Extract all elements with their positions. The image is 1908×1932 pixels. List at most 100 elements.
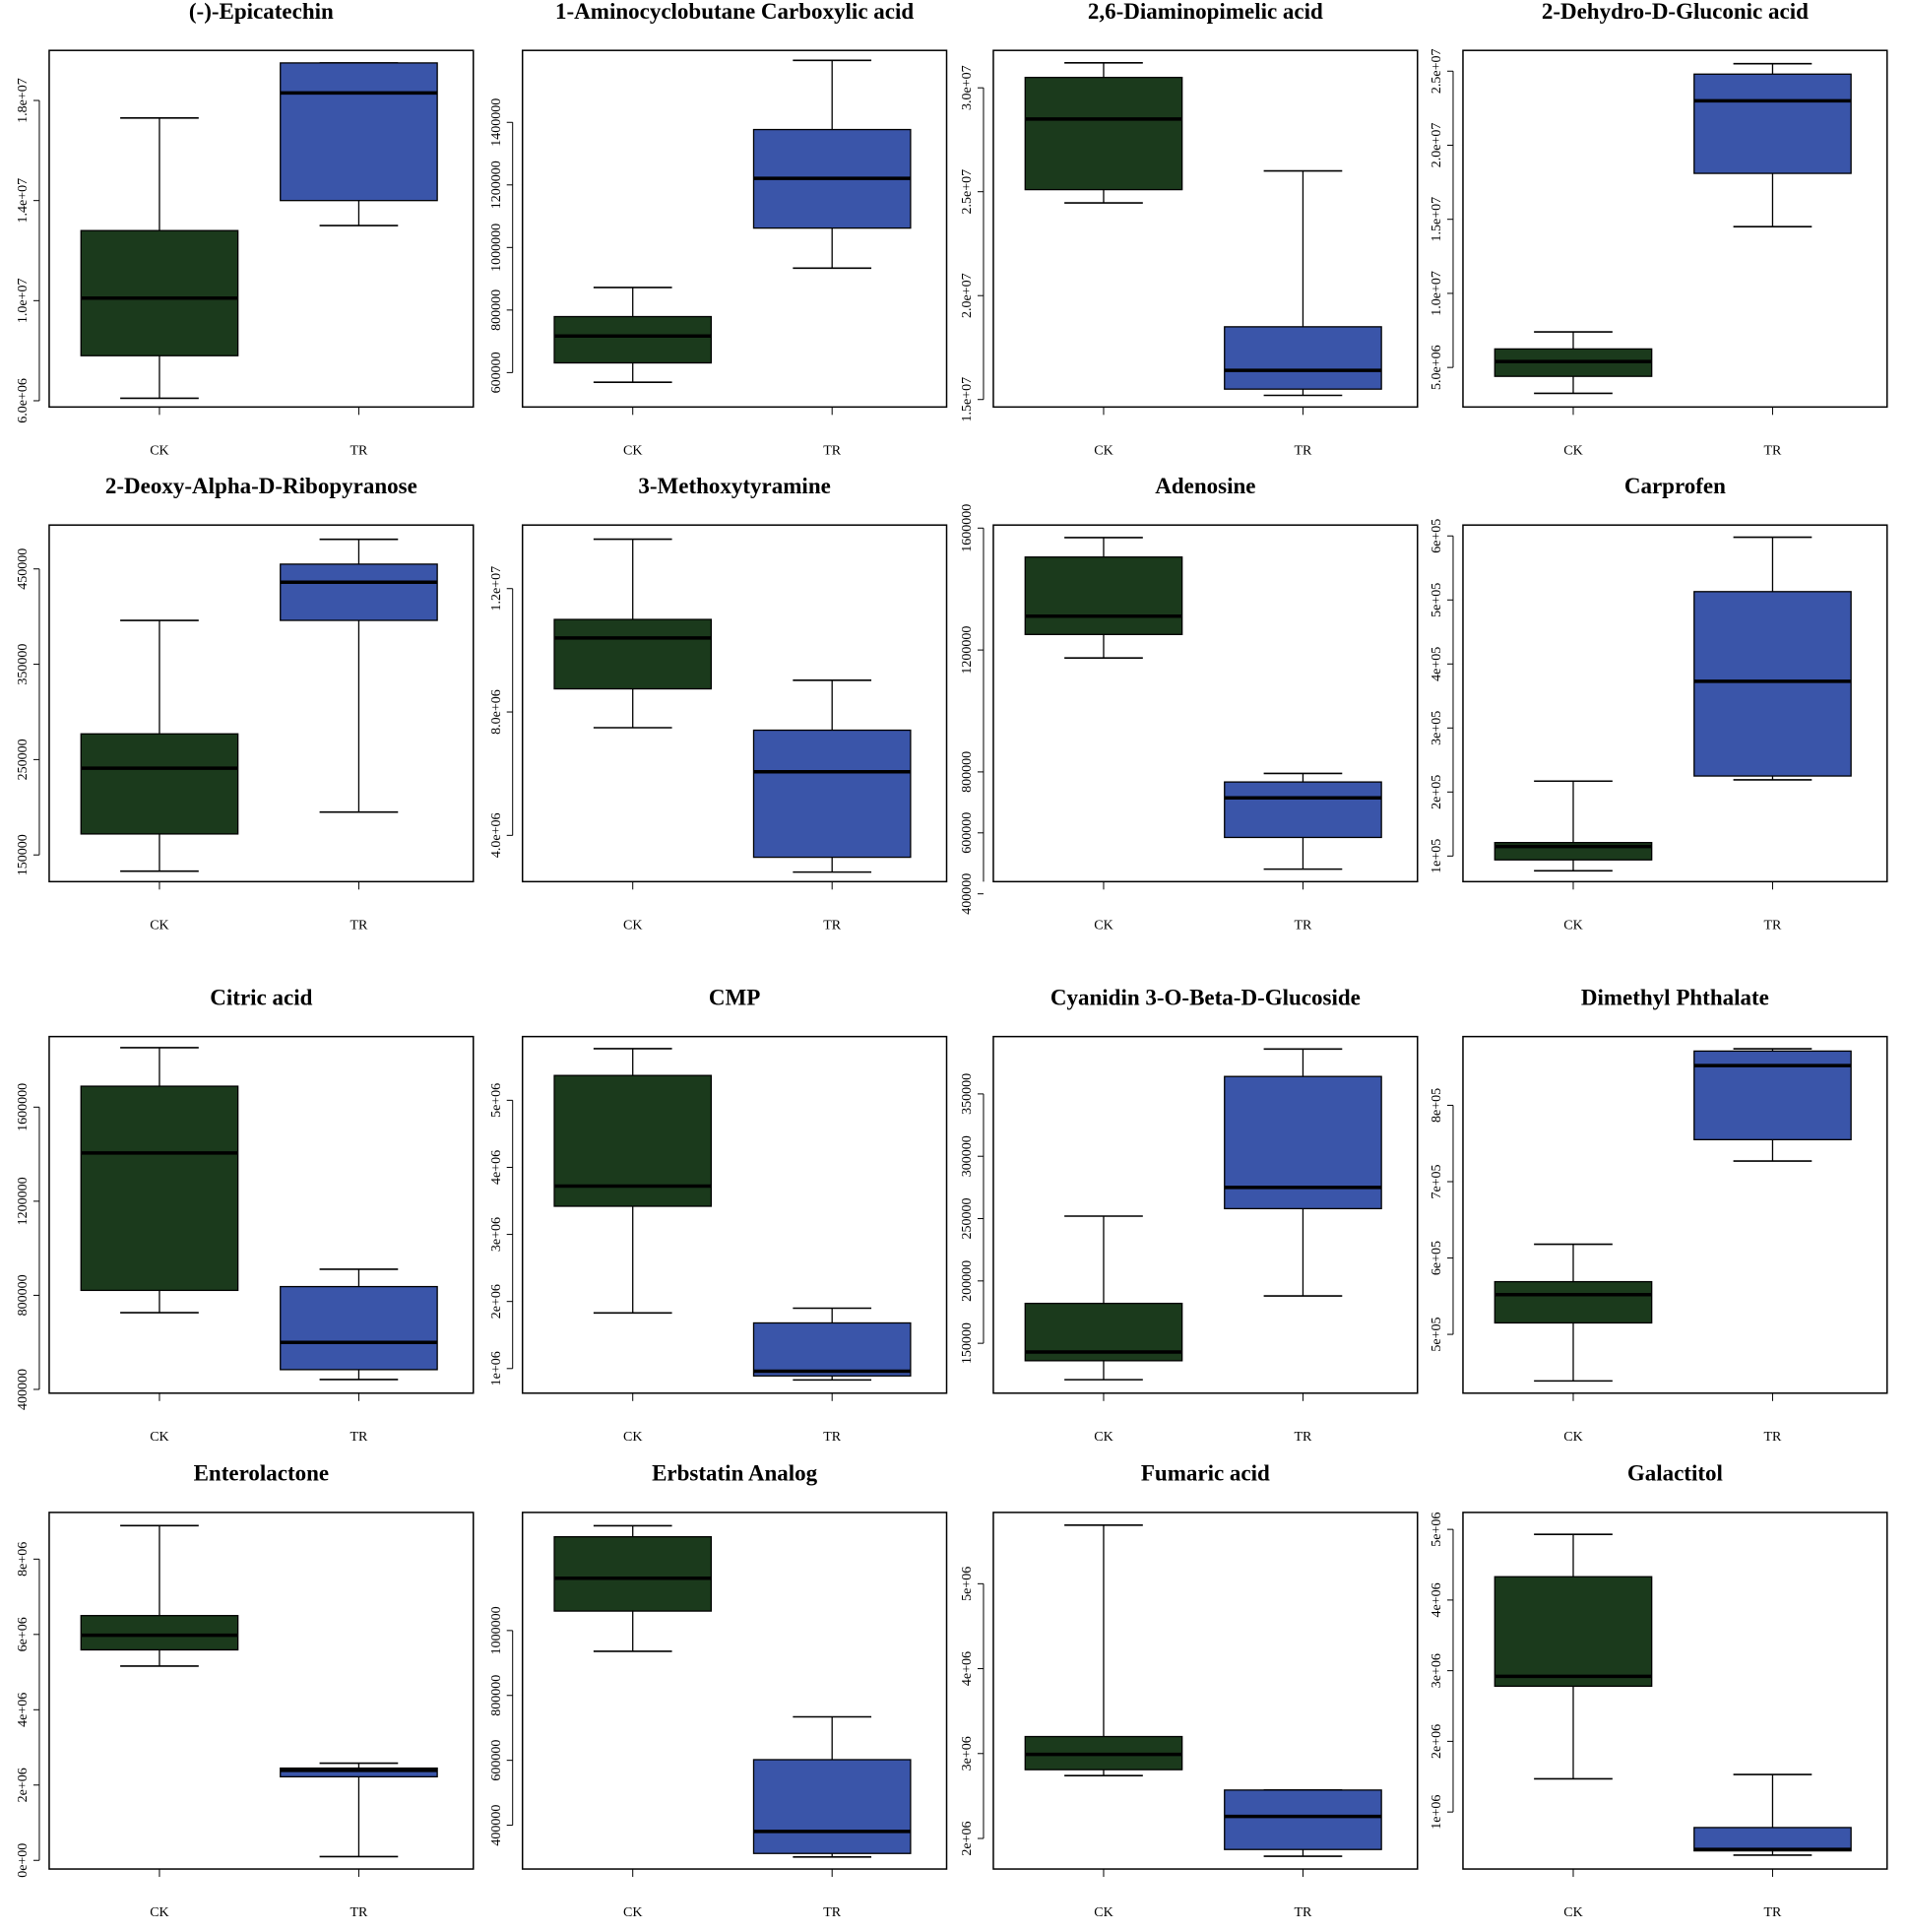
x-tick-label: TR xyxy=(350,443,368,458)
chart-title: CMP xyxy=(709,985,760,1009)
box xyxy=(80,733,239,835)
x-tick-label: CK xyxy=(623,1905,642,1920)
y-tick-label: 400000 xyxy=(960,873,975,915)
y-tick-label: 1200000 xyxy=(16,1177,31,1225)
box xyxy=(1693,1827,1852,1852)
chart-title: Fumaric acid xyxy=(1141,1461,1270,1486)
panel: 2,6-Diaminopimelic acid 1.5e+07 2.0e+07 2.5… xyxy=(960,0,1419,458)
panel: Erbstatin Analog 400000 600000 800000 100000… xyxy=(489,1461,948,1920)
box xyxy=(80,1615,239,1651)
x-tick-label: TR xyxy=(1295,918,1313,933)
chart-title: Carprofen xyxy=(1624,474,1726,498)
box xyxy=(1224,326,1382,390)
plot-frame xyxy=(48,1035,475,1394)
chart-title: Dimethyl Phthalate xyxy=(1581,985,1769,1009)
y-tick-label: 150000 xyxy=(16,834,31,875)
box xyxy=(752,1759,912,1854)
x-tick-label: TR xyxy=(823,1430,842,1445)
y-tick-label: 3e+05 xyxy=(1430,711,1444,745)
panel: CMP 1e+06 2e+06 3e+06 4e+06 5e+06 CK TR xyxy=(489,985,948,1445)
x-tick-label: CK xyxy=(1563,1430,1582,1445)
x-tick-label: TR xyxy=(350,918,368,933)
y-tick-label: 5e+05 xyxy=(1430,1318,1444,1352)
y-tick-label: 3e+06 xyxy=(489,1217,504,1252)
x-tick-label: CK xyxy=(1094,1905,1113,1920)
y-tick-label: 4e+06 xyxy=(489,1150,504,1185)
x-tick-label: CK xyxy=(623,918,642,933)
y-tick-label: 600000 xyxy=(960,812,975,854)
y-tick-label: 6e+06 xyxy=(16,1617,31,1651)
y-tick-label: 1.4e+07 xyxy=(16,178,31,224)
box xyxy=(752,729,912,859)
y-tick-label: 1600000 xyxy=(16,1083,31,1131)
y-tick-label: 7e+05 xyxy=(1430,1164,1444,1198)
chart-title: Adenosine xyxy=(1155,474,1255,498)
y-tick-label: 4e+06 xyxy=(16,1693,31,1727)
y-tick-label: 1.8e+07 xyxy=(16,78,31,123)
chart-title: 3-Methoxytyramine xyxy=(638,474,830,498)
y-tick-label: 250000 xyxy=(960,1198,975,1240)
plot-frame xyxy=(1462,1035,1888,1394)
x-tick-label: TR xyxy=(823,1905,842,1920)
y-tick-label: 600000 xyxy=(489,1740,504,1781)
box xyxy=(80,229,239,356)
x-tick-label: TR xyxy=(1764,918,1783,933)
plot-frame xyxy=(992,1512,1419,1870)
box xyxy=(1024,76,1183,191)
y-tick-label: 1600000 xyxy=(960,504,975,552)
x-tick-label: TR xyxy=(350,1905,368,1920)
chart-title: Enterolactone xyxy=(194,1461,330,1486)
y-tick-label: 5e+06 xyxy=(960,1567,975,1601)
box xyxy=(553,315,713,364)
box xyxy=(752,1321,912,1377)
x-tick-label: CK xyxy=(1094,918,1113,933)
y-tick-label: 150000 xyxy=(960,1322,975,1364)
y-tick-label: 6e+05 xyxy=(1430,1241,1444,1275)
plot-frame xyxy=(1462,524,1888,883)
x-tick-label: TR xyxy=(1764,443,1783,458)
plot-frame xyxy=(48,49,475,409)
y-tick-label: 400000 xyxy=(16,1369,31,1410)
plot-frame xyxy=(521,49,948,409)
panel: Fumaric acid 2e+06 3e+06 4e+06 5e+06 CK TR xyxy=(960,1461,1419,1920)
chart-title: Cyanidin 3-O-Beta-D-Glucoside xyxy=(1050,985,1361,1009)
x-tick-label: CK xyxy=(150,918,168,933)
plot-frame xyxy=(48,524,475,883)
x-tick-label: CK xyxy=(1094,443,1113,458)
y-tick-label: 0e+00 xyxy=(16,1843,31,1878)
y-tick-label: 5e+05 xyxy=(1430,583,1444,617)
y-tick-label: 800000 xyxy=(489,1675,504,1716)
panel: Citric acid 400000 800000 1200000 1600000 CK T… xyxy=(16,985,475,1445)
x-tick-label: TR xyxy=(1295,443,1313,458)
x-tick-label: TR xyxy=(350,1430,368,1445)
x-tick-label: CK xyxy=(1563,1905,1582,1920)
y-tick-label: 300000 xyxy=(960,1135,975,1177)
plot-frame xyxy=(992,1035,1419,1394)
x-tick-label: CK xyxy=(623,1430,642,1445)
y-tick-label: 2e+06 xyxy=(1430,1724,1444,1759)
plot-frame xyxy=(521,524,948,883)
y-tick-label: 8e+06 xyxy=(16,1542,31,1577)
y-tick-label: 2e+05 xyxy=(1430,775,1444,809)
y-tick-label: 5e+06 xyxy=(1430,1513,1444,1547)
plot-frame xyxy=(992,524,1419,883)
x-tick-label: CK xyxy=(1563,918,1582,933)
x-tick-label: CK xyxy=(1563,443,1582,458)
plot-frame xyxy=(1462,49,1888,409)
x-tick-label: CK xyxy=(150,1905,168,1920)
y-tick-label: 1e+06 xyxy=(1430,1795,1444,1830)
panel: Dimethyl Phthalate 5e+05 6e+05 7e+05 8e+05 CK… xyxy=(1430,985,1888,1445)
box xyxy=(1494,1280,1653,1324)
panel: Cyanidin 3-O-Beta-D-Glucoside 150000 20000… xyxy=(960,985,1419,1445)
box xyxy=(1224,1789,1382,1850)
panel: 2-Deoxy-Alpha-D-Ribopyranose 150000 250000… xyxy=(16,474,475,933)
y-tick-label: 2e+06 xyxy=(960,1821,975,1855)
y-tick-label: 2e+06 xyxy=(489,1284,504,1319)
box xyxy=(1693,73,1852,174)
x-tick-label: TR xyxy=(823,918,842,933)
box xyxy=(80,1085,239,1292)
chart-title: Erbstatin Analog xyxy=(652,1461,818,1486)
y-tick-label: 1200000 xyxy=(960,626,975,675)
chart-title: (-)-Epicatechin xyxy=(189,0,334,24)
